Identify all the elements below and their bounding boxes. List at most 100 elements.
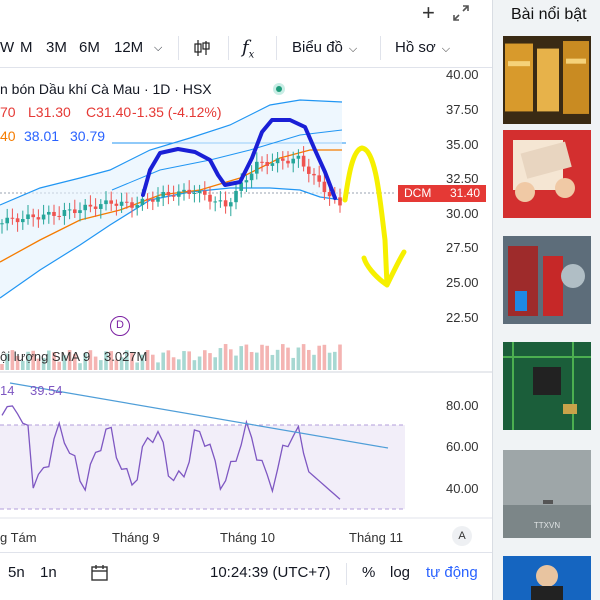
volume-bar (187, 351, 191, 370)
sidebar-title: Bài nổi bật (511, 6, 587, 23)
profile-menu[interactable]: Hồ sơ ⌵ (395, 28, 450, 68)
log-toggle[interactable]: log (390, 564, 411, 581)
volume-bar (130, 352, 134, 370)
volume-bar (177, 359, 181, 370)
time-tick: Tháng 10 (220, 530, 275, 545)
news-thumbnail-gold[interactable] (503, 36, 591, 124)
news-thumbnail-circuit[interactable] (503, 342, 591, 430)
candle-body (109, 200, 113, 204)
volume-bar (156, 362, 160, 370)
interval-5n[interactable]: 5n (8, 564, 25, 581)
price-chart[interactable] (0, 0, 492, 600)
candle-body (21, 219, 25, 223)
dividend-marker[interactable]: D (110, 316, 130, 336)
news-thumbnail-sea[interactable]: TTXVN (503, 450, 591, 538)
candle-body (62, 210, 67, 216)
volume-bar (125, 350, 129, 370)
news-thumbnail-person[interactable] (503, 556, 591, 600)
volume-bar (26, 351, 30, 370)
candle-body (83, 204, 87, 211)
volume-bar (192, 360, 197, 370)
candle-body (301, 155, 306, 167)
candle-body (296, 155, 301, 159)
rsi-value: 39.54 (30, 383, 63, 398)
volume-label: ội lượng SMA 9 (0, 349, 91, 364)
volume-bar (109, 351, 113, 370)
candle-body (67, 209, 72, 211)
window-icons: + (422, 0, 492, 26)
candlestick-series (0, 146, 342, 234)
volume-bar (275, 349, 280, 370)
timeframe-6m[interactable]: 6M (79, 39, 100, 56)
candle-body (10, 217, 15, 219)
timeframe-m[interactable]: M (20, 39, 33, 56)
interval-1n[interactable]: 1n (40, 564, 57, 581)
price-tag-value: 31.40 (449, 186, 480, 200)
candle-body (197, 190, 202, 193)
volume-bar (171, 357, 176, 370)
auto-scale-button[interactable]: A (452, 526, 472, 546)
price-tick: 25.00 (446, 275, 479, 290)
divider (380, 36, 381, 60)
candle-body (239, 182, 243, 191)
rsi-line (1, 405, 341, 500)
volume-bar (229, 349, 233, 370)
candle-body (0, 223, 4, 225)
chart-type-menu[interactable]: Biểu đồ ⌵ (292, 28, 357, 68)
candle-body (265, 161, 269, 166)
volume-bar (307, 349, 311, 370)
candle-body (249, 173, 254, 181)
time-tick: g Tám (0, 530, 37, 545)
news-thumbnail-factory[interactable] (503, 236, 591, 324)
candle-body (260, 161, 264, 163)
time-tick: Tháng 9 (112, 530, 160, 545)
chevron-down-icon[interactable]: ⌵ (154, 42, 163, 54)
candle-body (93, 206, 98, 209)
candle-body (187, 189, 191, 194)
candle-body (119, 201, 124, 206)
bb-upper: 40 (0, 128, 16, 144)
volume-bar (234, 355, 238, 370)
volume-bar (161, 352, 165, 370)
volume-bar (52, 352, 56, 370)
bb-middle: 38.01 (24, 128, 60, 144)
timeframe-12m[interactable]: 12M (114, 39, 144, 56)
candle-body (156, 196, 160, 202)
timeframe-w[interactable]: W (0, 39, 15, 56)
candle-body (31, 214, 35, 218)
volume-bar (0, 364, 4, 370)
svg-text:TTXVN: TTXVN (534, 521, 560, 530)
ohlc-open: 70 (0, 104, 16, 120)
candle-body (244, 180, 249, 183)
candle-body (203, 190, 207, 195)
candle-body (223, 200, 228, 207)
volume-bar (197, 356, 202, 370)
expand-icon[interactable] (452, 4, 470, 22)
rsi-trendline (9, 382, 389, 449)
volume-bar (286, 347, 290, 370)
plus-icon[interactable]: + (422, 0, 435, 25)
volume-bar (83, 353, 87, 370)
candlestick-icon[interactable] (192, 38, 212, 58)
volume-bar (67, 350, 72, 370)
indicators-fx-icon[interactable]: fx (242, 37, 255, 61)
volume-bar (249, 351, 254, 370)
auto-toggle[interactable]: tự động (426, 564, 478, 581)
date-range-icon[interactable] (90, 563, 110, 583)
candle-body (125, 201, 129, 203)
candle-body (327, 192, 332, 197)
volume-bar (119, 357, 124, 370)
volume-bar (36, 358, 41, 370)
volume-bar (15, 355, 20, 370)
candle-body (26, 214, 30, 220)
rsi-length: 14 (0, 383, 15, 398)
percent-toggle[interactable]: % (362, 564, 376, 581)
volume-bar (312, 354, 316, 370)
timeframe-3m[interactable]: 3M (46, 39, 67, 56)
volume-bar (223, 344, 228, 370)
candle-body (47, 211, 51, 215)
news-thumbnail-money[interactable] (503, 130, 591, 218)
volume-bar (333, 351, 337, 370)
candle-body (229, 202, 233, 207)
price-tick: 30.00 (446, 206, 479, 221)
